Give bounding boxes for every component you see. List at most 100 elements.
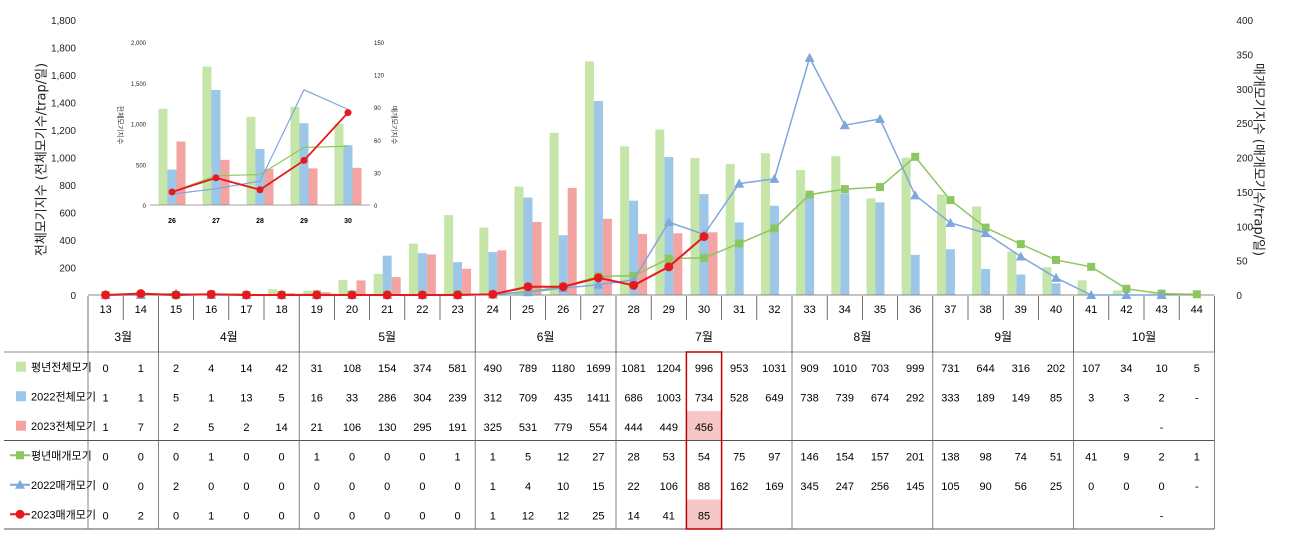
left-axis-label: 전체모기지수 (전체모기수/trap/일) [34, 62, 50, 257]
table-cell: 28 [627, 451, 639, 463]
marker-2023매개모기 [347, 290, 357, 300]
week-label: 31 [733, 304, 745, 316]
table-cell: 239 [448, 392, 466, 404]
inset-bar-2022전체모기 [299, 123, 309, 205]
week-label: 37 [944, 304, 956, 316]
table-cell: 2 [173, 481, 179, 493]
inset-left-tick: 500 [136, 163, 147, 169]
week-label: 33 [803, 304, 815, 316]
marker-2023매개모기 [523, 282, 533, 292]
table-cell: 1 [103, 422, 109, 434]
table-cell: 0 [103, 481, 109, 493]
marker-평년매개모기 [664, 254, 673, 263]
table-cell: 292 [906, 392, 924, 404]
left-tick-label: 1,600 [51, 71, 76, 82]
inset-right-label: 매개모기지수 [390, 106, 399, 145]
table-cell: 13 [240, 392, 252, 404]
marker-2023매개모기 [15, 509, 25, 519]
table-cell: 0 [349, 481, 355, 493]
table-cell: 0 [279, 510, 285, 522]
table-cell: 12 [522, 510, 534, 522]
bar-2022전체모기 [1016, 274, 1026, 295]
inset-left-tick: 1,000 [131, 123, 147, 129]
inset-bar-2023전체모기 [264, 168, 274, 205]
week-label: 20 [346, 304, 358, 316]
table-cell: 304 [413, 392, 431, 404]
month-label: 6월 [537, 330, 555, 344]
table-cell: 449 [660, 422, 678, 434]
bar-평년전체모기 [1112, 290, 1122, 295]
legend-label-2022매개모기: 2022매개모기 [31, 479, 96, 492]
inset-bar-2023전체모기 [308, 168, 318, 205]
table-cell: 0 [279, 451, 285, 463]
marker-평년매개모기 [876, 183, 884, 192]
bar-평년전체모기 [796, 170, 806, 295]
week-label: 25 [522, 304, 534, 316]
marker-평년매개모기 [16, 451, 24, 460]
table-cell: 12 [557, 451, 569, 463]
table-cell: 108 [343, 363, 361, 375]
week-label: 17 [240, 304, 252, 316]
week-label: 14 [135, 304, 147, 316]
week-label: 44 [1191, 304, 1203, 316]
week-label: 38 [979, 304, 991, 316]
week-label: 15 [170, 304, 182, 316]
table-cell: 3 [1088, 392, 1094, 404]
table-cell: 7 [138, 422, 144, 434]
table-cell: 1 [208, 392, 214, 404]
table-cell: 554 [589, 422, 607, 434]
bar-평년전체모기 [972, 206, 982, 295]
table-cell: 0 [1123, 481, 1129, 493]
table-cell: 999 [906, 363, 924, 375]
inset-line-평년매개모기 [171, 145, 349, 193]
inset-right-tick: 30 [374, 171, 381, 177]
legend-label-2022전체모기: 2022전체모기 [31, 390, 96, 403]
inset-bar-2023전체모기 [220, 159, 230, 205]
marker-평년매개모기 [700, 253, 708, 262]
marker-2022매개모기 [839, 120, 850, 130]
left-tick-label: 1,400 [51, 99, 76, 110]
table-cell: 74 [1015, 451, 1027, 463]
bar-2023전체모기 [356, 280, 366, 295]
bar-평년전체모기 [936, 194, 946, 295]
right-tick-label: 50 [1236, 257, 1248, 268]
marker-평년매개모기 [805, 190, 814, 199]
table-cell: 27 [592, 451, 604, 463]
inset-marker-2023매개모기 [300, 156, 308, 164]
inset-right-tick: 0 [374, 204, 378, 210]
bar-2023전체모기 [462, 268, 472, 295]
table-cell: 15 [592, 481, 604, 493]
table-cell: 9 [1123, 451, 1129, 463]
bar-2022전체모기 [981, 269, 991, 295]
table-cell: 456 [695, 422, 713, 434]
bar-2022전체모기 [910, 254, 920, 295]
table-cell: 0 [103, 510, 109, 522]
marker-평년매개모기 [911, 152, 920, 161]
inset-bar-2023전체모기 [352, 167, 362, 205]
week-label: 30 [698, 304, 710, 316]
table-cell: 739 [836, 392, 854, 404]
left-tick-label: 600 [59, 209, 76, 220]
table-cell: 734 [695, 392, 713, 404]
week-label: 35 [874, 304, 886, 316]
table-cell: 1699 [586, 363, 610, 375]
left-tick-label: 1,200 [51, 126, 76, 137]
week-label: 13 [99, 304, 111, 316]
table-cell: 157 [871, 451, 889, 463]
table-cell: 107 [1082, 363, 1100, 375]
inset-left-tick: 0 [143, 204, 147, 210]
marker-2022매개모기 [769, 173, 780, 183]
table-cell: 25 [1050, 481, 1062, 493]
marker-2023매개모기 [593, 273, 603, 283]
bar-2022전체모기 [382, 255, 392, 295]
table-cell: 490 [484, 363, 502, 375]
inset-bar-평년전체모기 [246, 116, 256, 205]
table-cell: 5 [1194, 363, 1200, 375]
table-cell: 201 [906, 451, 924, 463]
highlight-cell [686, 411, 722, 441]
legend-swatch-2022전체모기 [16, 391, 26, 402]
table-cell: 145 [906, 481, 924, 493]
bar-2023전체모기 [391, 277, 401, 295]
table-cell: 709 [519, 392, 537, 404]
marker-2022매개모기 [1051, 272, 1061, 282]
